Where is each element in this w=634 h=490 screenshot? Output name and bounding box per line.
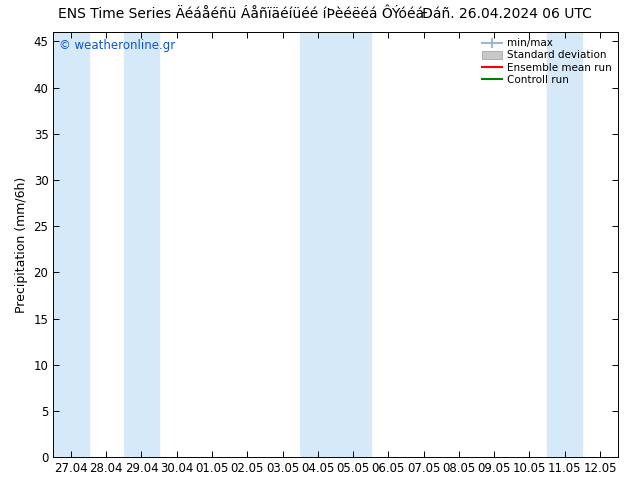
Bar — [124, 32, 159, 457]
Bar — [300, 32, 371, 457]
Text: © weatheronline.gr: © weatheronline.gr — [59, 39, 175, 51]
Y-axis label: Precipitation (mm/6h): Precipitation (mm/6h) — [15, 176, 28, 313]
Bar — [547, 32, 583, 457]
Text: ENS Time Series Äéáåéñü Áåñïäéíüéé íÞèéëéá ÔÝóéá: ENS Time Series Äéáåéñü Áåñïäéíüéé íÞèéë… — [58, 7, 424, 22]
Bar — [53, 32, 89, 457]
Text: Ðáñ. 26.04.2024 06 UTC: Ðáñ. 26.04.2024 06 UTC — [422, 7, 592, 22]
Legend: min/max, Standard deviation, Ensemble mean run, Controll run: min/max, Standard deviation, Ensemble me… — [479, 35, 614, 88]
